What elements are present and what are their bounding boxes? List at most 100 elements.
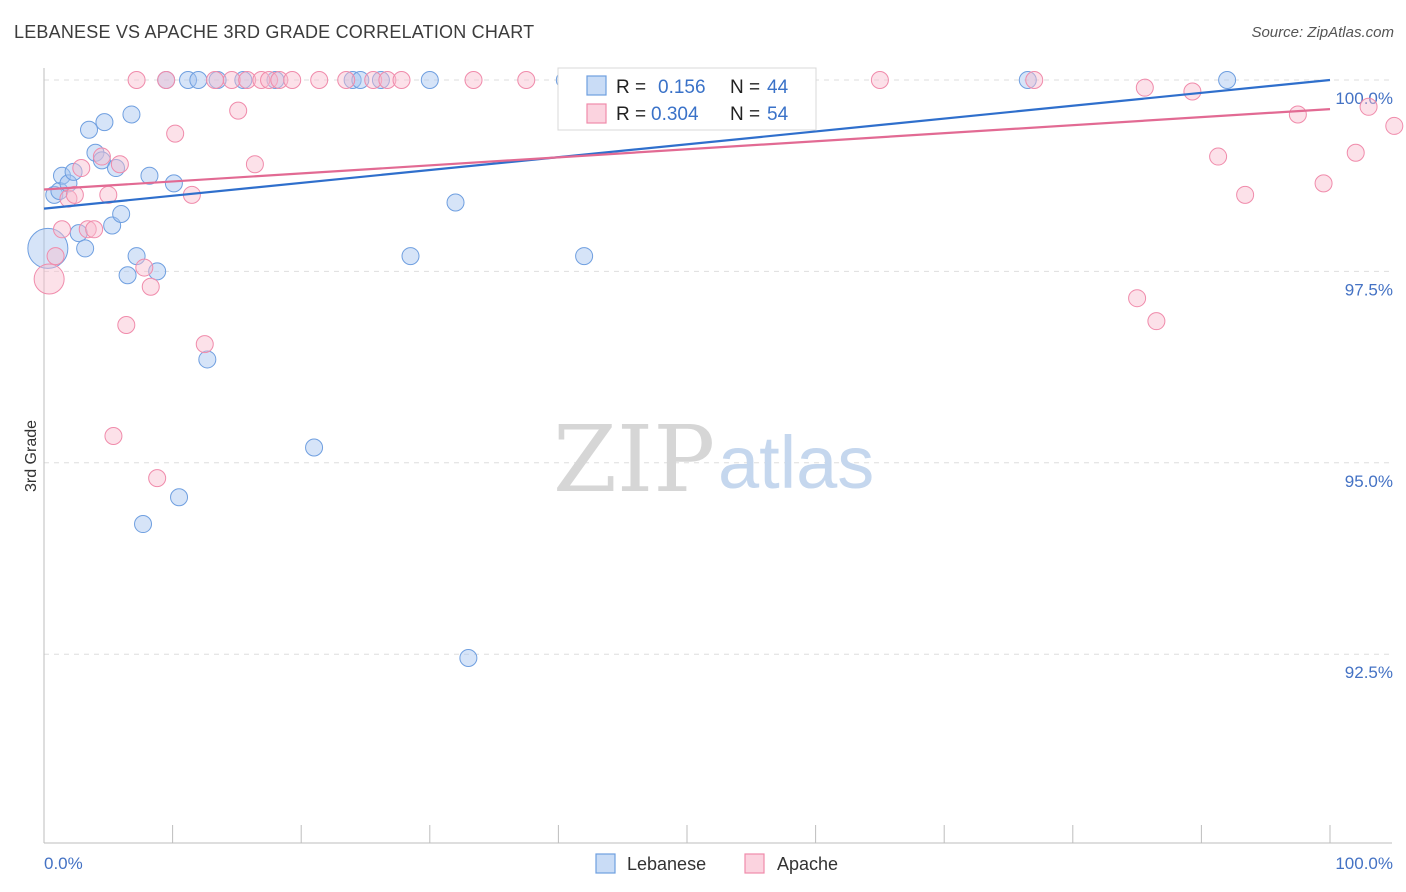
point-apache-50 xyxy=(1385,116,1404,135)
point-lebanese-37 xyxy=(459,649,478,668)
legend-r-value-2: 0.304 xyxy=(651,104,699,125)
point-apache-22 xyxy=(222,71,241,89)
point-lebanese-25 xyxy=(189,71,208,89)
point-lebanese-10 xyxy=(92,151,111,170)
point-apache-23 xyxy=(229,101,248,120)
series-legend: Lebanese Apache xyxy=(595,853,838,874)
point-apache-15 xyxy=(141,277,160,296)
point-lebanese-32 xyxy=(351,71,370,89)
point-apache-1 xyxy=(46,247,65,266)
stats-legend: R = 0.156 N = 44 R = 0.304 N = 54 xyxy=(557,67,817,131)
x-tick-label-1: 100.0% xyxy=(1335,854,1393,873)
point-apache-28 xyxy=(270,71,289,89)
legend-r-value-1: 0.156 xyxy=(658,77,706,98)
point-apache-16 xyxy=(148,469,167,488)
point-lebanese-11 xyxy=(95,113,114,132)
point-apache-2 xyxy=(53,220,72,239)
point-lebanese-39 xyxy=(575,247,594,266)
trend-line-apache xyxy=(43,107,1331,191)
point-apache-49 xyxy=(1359,97,1378,116)
point-apache-43 xyxy=(1183,82,1202,101)
x-tick-label-0: 0.0% xyxy=(44,854,83,873)
source-label: Source: ZipAtlas.com xyxy=(1251,24,1394,41)
point-lebanese-35 xyxy=(420,71,439,89)
bottom-legend-apache: Apache xyxy=(777,854,838,874)
data-points xyxy=(27,71,1404,668)
legend-swatch-lebanese xyxy=(586,75,607,96)
point-lebanese-34 xyxy=(401,247,420,266)
point-apache-34 xyxy=(392,71,411,89)
y-tick-label-1: 95.0% xyxy=(1345,472,1393,491)
point-apache-5 xyxy=(72,159,91,178)
point-apache-6 xyxy=(78,220,97,239)
point-apache-32 xyxy=(364,71,383,89)
point-apache-7 xyxy=(85,220,104,239)
point-lebanese-33 xyxy=(371,71,390,89)
bottom-legend-swatch-apache xyxy=(744,853,765,874)
trend-lines xyxy=(43,78,1331,210)
point-lebanese-3 xyxy=(53,166,72,185)
legend-n-value-2: 54 xyxy=(767,104,789,125)
point-apache-11 xyxy=(110,155,129,174)
point-lebanese-22 xyxy=(164,174,183,193)
point-lebanese-6 xyxy=(69,224,88,243)
point-apache-46 xyxy=(1288,105,1307,124)
point-lebanese-26 xyxy=(198,350,217,369)
grid-lines xyxy=(44,79,1392,655)
y-tick-label-0: 92.5% xyxy=(1345,663,1393,682)
legend-n-label-1: N = xyxy=(730,77,760,98)
point-apache-4 xyxy=(65,185,84,204)
point-apache-24 xyxy=(238,71,257,89)
point-apache-12 xyxy=(117,315,136,334)
point-apache-27 xyxy=(260,71,279,89)
point-apache-0 xyxy=(33,263,65,295)
point-apache-26 xyxy=(252,71,271,89)
point-apache-44 xyxy=(1209,147,1228,166)
point-apache-8 xyxy=(92,147,111,166)
point-apache-48 xyxy=(1346,143,1365,162)
legend-r-label-1: R = xyxy=(616,77,646,98)
point-apache-47 xyxy=(1314,174,1333,193)
point-apache-20 xyxy=(195,335,214,354)
point-apache-42 xyxy=(1147,312,1166,331)
legend-n-value-1: 44 xyxy=(767,77,789,98)
point-apache-13 xyxy=(127,71,146,89)
point-apache-14 xyxy=(135,258,154,277)
chart-title: LEBANESE VS APACHE 3RD GRADE CORRELATION… xyxy=(14,22,535,42)
legend-swatch-apache xyxy=(586,103,607,124)
point-lebanese-36 xyxy=(446,193,465,212)
axes xyxy=(43,68,1392,844)
bottom-legend-swatch-lebanese xyxy=(595,853,616,874)
point-apache-25 xyxy=(245,155,264,174)
point-apache-36 xyxy=(517,71,536,89)
point-apache-29 xyxy=(283,71,302,89)
point-lebanese-8 xyxy=(80,120,99,139)
point-lebanese-43 xyxy=(1218,71,1237,89)
tick-labels: 92.5% 95.0% 97.5% 100.0% 0.0% 100.0% xyxy=(44,89,1393,873)
point-apache-38 xyxy=(870,71,889,89)
point-apache-31 xyxy=(337,71,356,89)
point-apache-30 xyxy=(310,71,329,89)
point-apache-18 xyxy=(166,124,185,143)
point-lebanese-16 xyxy=(122,105,141,124)
point-apache-40 xyxy=(1128,289,1147,308)
point-apache-33 xyxy=(378,71,397,89)
point-apache-35 xyxy=(464,71,483,89)
point-lebanese-0 xyxy=(27,227,69,269)
bottom-legend-lebanese: Lebanese xyxy=(627,854,706,874)
point-lebanese-2 xyxy=(50,182,69,201)
point-lebanese-19 xyxy=(140,166,159,185)
trend-line-lebanese xyxy=(43,78,1331,210)
point-apache-45 xyxy=(1236,185,1255,204)
y-tick-label-3: 100.0% xyxy=(1335,89,1393,108)
legend-r-label-2: R = xyxy=(616,104,646,125)
point-lebanese-31 xyxy=(343,71,362,89)
legend-n-label-2: N = xyxy=(730,104,760,125)
point-lebanese-14 xyxy=(112,204,131,223)
point-lebanese-18 xyxy=(134,515,153,534)
y-axis-label: 3rd Grade xyxy=(23,420,40,492)
point-lebanese-42 xyxy=(1018,71,1037,89)
point-lebanese-15 xyxy=(118,266,137,285)
point-apache-39 xyxy=(1025,71,1044,89)
